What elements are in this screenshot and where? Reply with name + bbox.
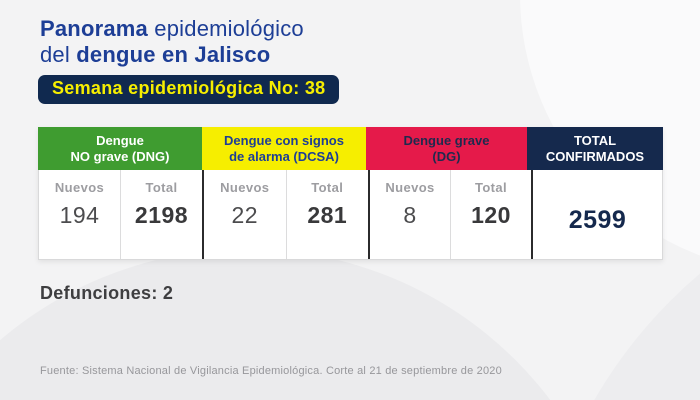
cell-dg-total: Total 120 xyxy=(451,170,531,259)
header-line: TOTAL xyxy=(573,132,617,148)
value-dcsa-nuevos: 22 xyxy=(231,202,259,228)
sub-header-nuevos: Nuevos xyxy=(220,180,270,195)
sub-header-nuevos: Nuevos xyxy=(385,180,435,195)
header-line: Dengue xyxy=(96,132,144,148)
header-line: Dengue con signos xyxy=(224,132,344,148)
page-title: Panorama epidemiológico del dengue en Ja… xyxy=(40,16,304,68)
page-title-line2: del dengue en Jalisco xyxy=(40,42,271,67)
week-badge: Semana epidemiológica No: 38 xyxy=(38,75,340,104)
table-body-row: Nuevos 194 Total 2198 Nuevos 22 Total xyxy=(38,170,663,260)
sub-header-nuevos: Nuevos xyxy=(54,180,105,195)
cell-dcsa-nuevos: Nuevos 22 xyxy=(204,170,287,259)
header-dengue-grave: Dengue grave (DG) xyxy=(366,127,527,170)
sub-header-total: Total xyxy=(311,180,344,195)
value-dng-nuevos: 194 xyxy=(59,202,100,228)
sub-header-total: Total xyxy=(145,180,178,195)
cell-dg-nuevos: Nuevos 8 xyxy=(370,170,451,259)
deaths-label: Defunciones: 2 xyxy=(40,283,174,303)
value-dg-total: 120 xyxy=(471,202,511,228)
cell-dng-total: Total 2198 xyxy=(121,170,202,259)
cell-dcsa-total: Total 281 xyxy=(287,170,369,259)
header-dengue-signos-alarma: Dengue con signos de alarma (DCSA) xyxy=(202,127,366,170)
header-line: (DG) xyxy=(432,148,461,164)
group-dng-values: Nuevos 194 Total 2198 xyxy=(39,170,204,259)
source-note: Fuente: Sistema Nacional de Vigilancia E… xyxy=(40,365,502,377)
value-dg-nuevos: 8 xyxy=(403,202,417,228)
header-line: Dengue grave xyxy=(403,132,490,148)
group-dg-values: Nuevos 8 Total 120 xyxy=(370,170,533,259)
summary-table: Dengue NO grave (DNG) Dengue con signos … xyxy=(38,127,663,260)
value-dng-total: 2198 xyxy=(134,202,189,228)
table-header-row: Dengue NO grave (DNG) Dengue con signos … xyxy=(38,127,663,170)
cell-dng-nuevos: Nuevos 194 xyxy=(39,170,121,259)
header-total-confirmados: TOTAL CONFIRMADOS xyxy=(527,127,663,170)
group-dcsa-values: Nuevos 22 Total 281 xyxy=(204,170,370,259)
value-total-confirmados: 2599 xyxy=(568,206,627,234)
cell-total-confirmados: 2599 xyxy=(533,170,662,259)
page-title-line1: Panorama epidemiológico xyxy=(40,16,304,41)
header-dengue-no-grave: Dengue NO grave (DNG) xyxy=(38,127,202,170)
header-line: NO grave (DNG) xyxy=(70,148,170,164)
header-line: de alarma (DCSA) xyxy=(229,148,339,164)
sub-header-total: Total xyxy=(474,180,508,195)
value-dcsa-total: 281 xyxy=(307,202,348,228)
header-line: CONFIRMADOS xyxy=(545,148,645,164)
